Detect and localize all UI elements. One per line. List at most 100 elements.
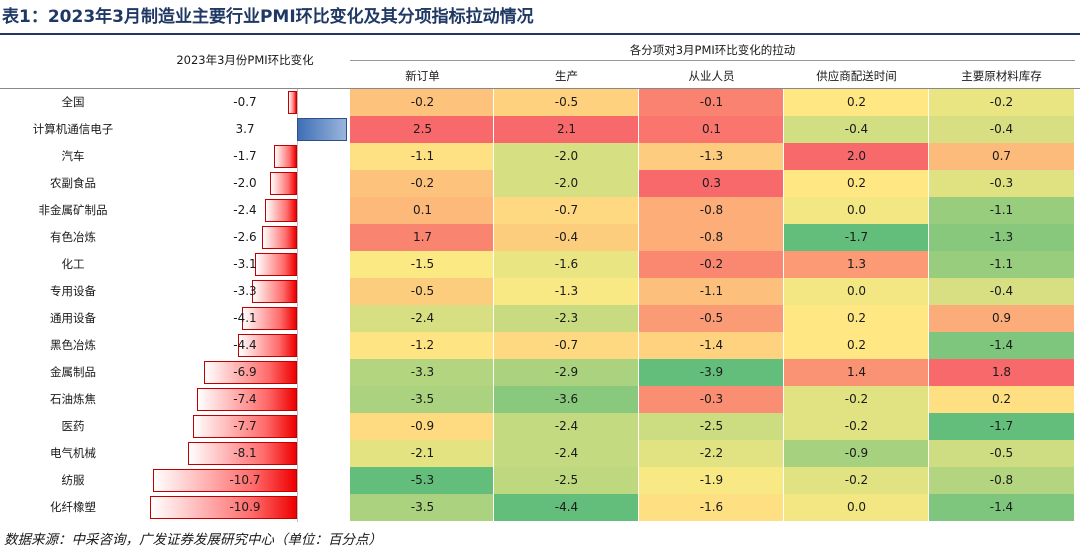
contribution-cell: -0.4 <box>784 116 929 143</box>
title-rule <box>0 33 1080 35</box>
contribution-cell: -1.4 <box>639 332 784 359</box>
contribution-cell: -5.3 <box>350 467 495 494</box>
contribution-cell: -1.6 <box>494 251 639 278</box>
contribution-cell: -2.4 <box>494 440 639 467</box>
contribution-cell: -3.5 <box>350 494 495 521</box>
row-label: 化工 <box>61 257 85 271</box>
contribution-cell: 0.1 <box>639 116 784 143</box>
column-header: 主要原材料库存 <box>961 69 1042 83</box>
contribution-cell: -0.8 <box>639 224 784 251</box>
pmi-change-value: -7.7 <box>233 419 257 433</box>
row-label: 电气机械 <box>50 446 96 460</box>
contribution-cell: 0.0 <box>784 494 929 521</box>
contribution-cell: 1.7 <box>350 224 495 251</box>
pmi-change-value: 3.7 <box>235 122 255 136</box>
pmi-change-value: -8.1 <box>233 446 257 460</box>
header-bottom-rule <box>0 88 1080 89</box>
contribution-cell: -1.6 <box>639 494 784 521</box>
contribution-cell: -2.2 <box>639 440 784 467</box>
column-header: 新订单 <box>405 69 440 83</box>
bar-axis-line <box>297 89 298 522</box>
contribution-cell: -1.2 <box>350 332 495 359</box>
contribution-cell: -2.5 <box>639 413 784 440</box>
contribution-cell: -1.3 <box>494 278 639 305</box>
contribution-cell: -1.7 <box>784 224 929 251</box>
pmi-change-bar <box>264 199 297 222</box>
contribution-cell: 0.3 <box>639 170 784 197</box>
contribution-cell: -0.8 <box>639 197 784 224</box>
contribution-cell: -0.2 <box>929 89 1074 116</box>
contribution-cell: -1.1 <box>929 197 1074 224</box>
contribution-cell: 1.3 <box>784 251 929 278</box>
pmi-change-value: -2.6 <box>233 230 257 244</box>
contribution-cell: -0.7 <box>494 332 639 359</box>
contribution-cell: -0.5 <box>494 89 639 116</box>
contribution-cell: -0.1 <box>639 89 784 116</box>
pmi-change-bar <box>187 442 297 465</box>
row-label: 专用设备 <box>50 284 96 298</box>
contribution-cell: -1.1 <box>639 278 784 305</box>
contribution-cell: -1.4 <box>929 494 1074 521</box>
pmi-change-bar <box>149 496 297 519</box>
row-label: 通用设备 <box>50 311 96 325</box>
pmi-change-bar <box>287 91 297 114</box>
pmi-change-bar <box>270 172 297 195</box>
contribution-cell: -0.2 <box>784 467 929 494</box>
pmi-change-bar <box>255 253 297 276</box>
contribution-cell: 2.5 <box>350 116 495 143</box>
contribution-cell: -0.5 <box>350 278 495 305</box>
pmi-change-bar <box>197 388 297 411</box>
pmi-change-value: -2.0 <box>233 176 257 190</box>
contribution-cell: -2.0 <box>494 143 639 170</box>
contribution-cell: -1.1 <box>929 251 1074 278</box>
contribution-cell: -1.3 <box>929 224 1074 251</box>
contribution-cell: -0.5 <box>639 305 784 332</box>
contribution-cell: 2.1 <box>494 116 639 143</box>
contribution-cell: -0.9 <box>784 440 929 467</box>
pmi-change-bar <box>252 280 297 303</box>
row-label: 纺服 <box>61 473 85 487</box>
contribution-cell: -2.5 <box>494 467 639 494</box>
contribution-cell: -1.3 <box>639 143 784 170</box>
contribution-cell: -3.5 <box>350 386 495 413</box>
pmi-change-value: -3.3 <box>233 284 257 298</box>
row-label: 计算机通信电子 <box>32 122 114 136</box>
pmi-change-bar <box>237 334 297 357</box>
row-label: 金属制品 <box>50 365 96 379</box>
contribution-cell: -0.2 <box>350 170 495 197</box>
column-separator <box>638 89 639 521</box>
contribution-cell: -0.3 <box>639 386 784 413</box>
contribution-cell: -3.6 <box>494 386 639 413</box>
contribution-cell: 0.2 <box>784 332 929 359</box>
contribution-cell: -0.8 <box>929 467 1074 494</box>
column-header: 从业人员 <box>688 69 735 83</box>
contribution-cell: -0.4 <box>929 278 1074 305</box>
contribution-cell: -2.4 <box>494 413 639 440</box>
contribution-cell: -2.3 <box>494 305 639 332</box>
column-header: 供应商配送时间 <box>816 69 897 83</box>
pmi-change-value: -7.4 <box>233 392 257 406</box>
header-rule <box>350 60 1075 61</box>
contribution-cell: 0.2 <box>784 89 929 116</box>
pmi-change-bar <box>203 361 297 384</box>
contribution-cell: 0.2 <box>784 305 929 332</box>
contribution-cell: -2.9 <box>494 359 639 386</box>
row-label: 农副食品 <box>50 176 96 190</box>
contribution-cell: 0.0 <box>784 278 929 305</box>
contribution-cell: -1.1 <box>350 143 495 170</box>
pmi-change-value: -1.7 <box>233 149 257 163</box>
contribution-cell: 0.0 <box>784 197 929 224</box>
contribution-cell: -0.5 <box>929 440 1074 467</box>
pmi-change-value: -3.1 <box>233 257 257 271</box>
pmi-change-bar <box>152 469 297 492</box>
contribution-cell: 0.1 <box>350 197 495 224</box>
contribution-cell: -0.2 <box>784 386 929 413</box>
contribution-cell: -1.7 <box>929 413 1074 440</box>
contribution-cell: -0.9 <box>350 413 495 440</box>
pmi-change-value: -10.9 <box>229 500 261 514</box>
row-label: 全国 <box>61 95 85 109</box>
contribution-cell: -2.0 <box>494 170 639 197</box>
contribution-cell: -1.4 <box>929 332 1074 359</box>
column-separator <box>783 89 784 521</box>
pmi-change-value: -6.9 <box>233 365 257 379</box>
